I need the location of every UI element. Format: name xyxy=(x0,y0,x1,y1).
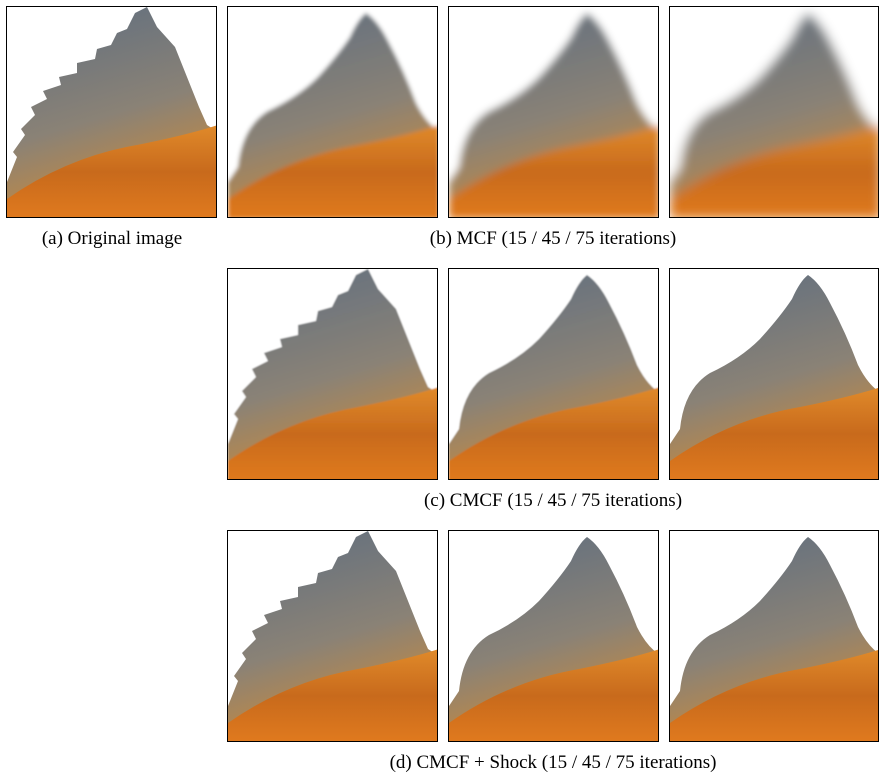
caption: (b) MCF (15 / 45 / 75 iterations) xyxy=(430,228,676,250)
caption: (d) CMCF + Shock (15 / 45 / 75 iteration… xyxy=(390,752,717,774)
caption: (c) CMCF (15 / 45 / 75 iterations) xyxy=(424,490,682,512)
image-shock-15 xyxy=(227,530,438,742)
figure: (a) Original image (b) MCF (15 / 45 / 75… xyxy=(0,0,879,776)
caption: (a) Original image xyxy=(42,228,182,250)
image-mcf-75 xyxy=(669,6,879,218)
image-mcf-15 xyxy=(227,6,438,218)
image-original xyxy=(6,6,217,218)
image-cmcf-45 xyxy=(448,268,659,480)
image-cmcf-15 xyxy=(227,268,438,480)
image-shock-45 xyxy=(448,530,659,742)
image-cmcf-75 xyxy=(669,268,879,480)
image-mcf-45 xyxy=(448,6,659,218)
image-shock-75 xyxy=(669,530,879,742)
